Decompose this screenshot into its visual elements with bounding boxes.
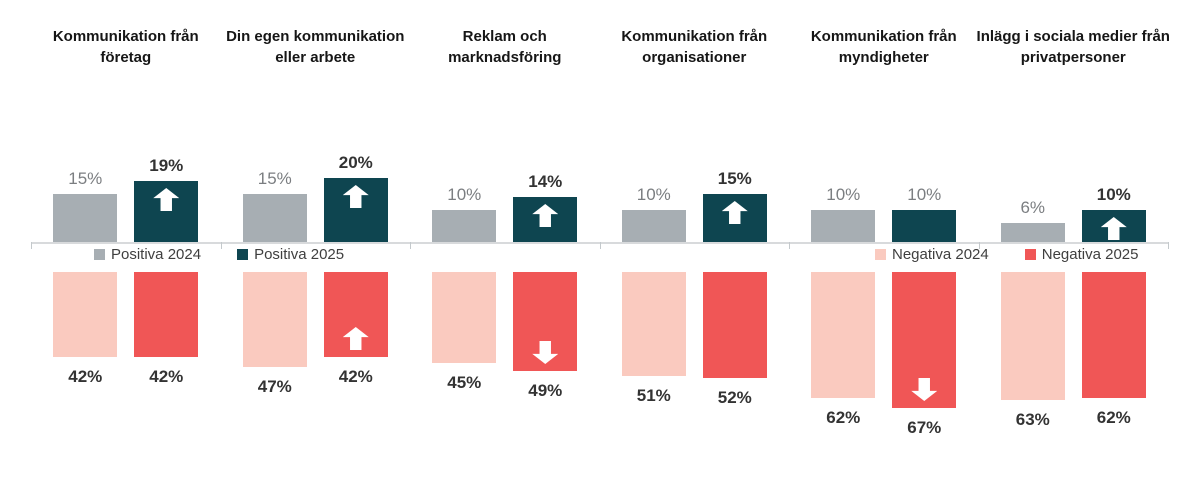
category-title: Reklam och marknadsföring (448, 28, 562, 66)
bar-positiva_2025 (323, 178, 388, 242)
bar-negativa_2024 (811, 272, 876, 398)
trend-arrow-up-icon (153, 188, 180, 211)
trend-arrow-up-icon (342, 185, 369, 208)
trend-arrow-up-icon (1100, 217, 1127, 240)
x-axis-line (31, 242, 1168, 244)
bar-positiva_2024 (432, 210, 497, 242)
legend-label-negativa-2025: Negativa 2025 (1041, 246, 1139, 263)
bar-positiva_2024 (1000, 223, 1065, 242)
category-title: Kommunikation från myndigheter (810, 28, 957, 66)
value-label-positiva_2025: 15% (717, 169, 752, 188)
bar-positiva_2025 (702, 194, 767, 242)
axis-tick (979, 242, 980, 249)
axis-tick (1168, 242, 1169, 249)
bar-negativa_2024 (432, 272, 497, 363)
value-label-negativa_2024: 47% (257, 377, 292, 396)
bar-positiva_2024 (242, 194, 307, 242)
legend-label-positiva-2024: Positiva 2024 (111, 246, 202, 263)
legend-item-positiva-2025: Positiva 2025 (237, 246, 344, 263)
bar-negativa_2025 (892, 272, 957, 408)
value-label-negativa_2024: 51% (636, 386, 671, 405)
bar-positiva_2025 (892, 210, 957, 242)
value-label-negativa_2024: 42% (68, 367, 103, 386)
legend-swatch-positiva-2024-icon (94, 249, 105, 260)
bar-positiva_2025 (1081, 210, 1146, 242)
value-label-positiva_2024: 10% (636, 185, 671, 204)
axis-tick (221, 242, 222, 249)
value-label-negativa_2025: 49% (528, 381, 563, 400)
value-label-negativa_2025: 42% (149, 367, 184, 386)
bar-negativa_2025 (1081, 272, 1146, 398)
category-title: Inlägg i sociala medier från privatperso… (976, 28, 1170, 66)
value-label-positiva_2025: 19% (149, 156, 184, 175)
value-label-negativa_2025: 67% (907, 418, 942, 437)
trend-arrow-up-icon (532, 204, 559, 227)
trend-arrow-down-icon (911, 378, 938, 401)
bar-negativa_2024 (1000, 272, 1065, 400)
bar-negativa_2025 (323, 272, 388, 357)
value-label-negativa_2024: 63% (1015, 410, 1050, 429)
legend-label-positiva-2025: Positiva 2025 (254, 246, 345, 263)
trend-arrow-up-icon (721, 201, 748, 224)
legend-item-positiva-2024: Positiva 2024 (94, 246, 201, 263)
bar-negativa_2024 (242, 272, 307, 367)
value-label-negativa_2025: 52% (717, 388, 752, 407)
value-label-positiva_2025: 14% (528, 172, 563, 191)
category-title: Kommunikation från organisationer (621, 28, 768, 66)
legend-swatch-negativa-2024-icon (875, 249, 886, 260)
legend-swatch-negativa-2025-icon (1024, 249, 1036, 260)
value-label-positiva_2024: 6% (1020, 198, 1046, 217)
trend-arrow-up-icon (342, 327, 369, 350)
legend-item-negativa-2025: Negativa 2025 (1024, 246, 1139, 263)
legend-label-negativa-2024: Negativa 2024 (892, 246, 989, 263)
value-label-positiva_2024: 10% (826, 185, 861, 204)
legend-positiva: Positiva 2024 Positiva 2025 (94, 246, 344, 263)
bar-negativa_2024 (53, 272, 118, 357)
value-label-negativa_2024: 45% (447, 373, 482, 392)
category-title: Din egen kommunikation eller arbete (226, 28, 405, 66)
value-label-positiva_2024: 15% (68, 169, 103, 188)
value-label-positiva_2025: 20% (338, 153, 373, 172)
value-label-negativa_2024: 62% (826, 408, 861, 427)
value-label-positiva_2025: 10% (1096, 185, 1131, 204)
legend-swatch-positiva-2025-icon (237, 249, 249, 260)
bar-negativa_2024 (621, 272, 686, 376)
legend-item-negativa-2024: Negativa 2024 (875, 246, 989, 263)
axis-tick (31, 242, 32, 249)
value-label-positiva_2024: 10% (447, 185, 482, 204)
bar-negativa_2025 (702, 272, 767, 378)
bar-negativa_2025 (513, 272, 578, 371)
axis-tick (789, 242, 790, 249)
bar-positiva_2024 (811, 210, 876, 242)
bar-positiva_2024 (53, 194, 118, 242)
legend-negativa: Negativa 2024 Negativa 2025 (875, 246, 1139, 263)
value-label-negativa_2025: 42% (338, 367, 373, 386)
value-label-positiva_2024: 15% (257, 169, 292, 188)
value-label-negativa_2025: 62% (1096, 408, 1131, 427)
bar-negativa_2025 (134, 272, 199, 357)
axis-tick (410, 242, 411, 249)
category-title: Kommunikation från företag (52, 28, 199, 66)
bar-positiva_2024 (621, 210, 686, 242)
axis-tick (600, 242, 601, 249)
bar-positiva_2025 (513, 197, 578, 242)
trend-arrow-down-icon (532, 341, 559, 364)
value-label-positiva_2025: 10% (907, 185, 942, 204)
bar-positiva_2025 (134, 181, 199, 242)
